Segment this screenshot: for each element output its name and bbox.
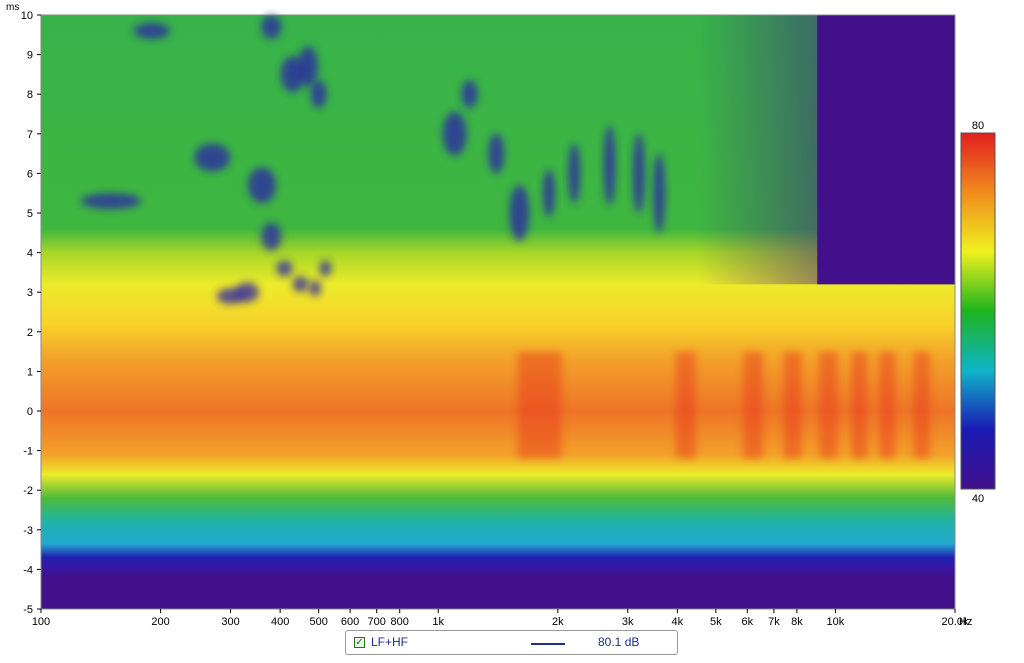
y-axis-unit: ms — [6, 2, 19, 13]
y-tick-label: 2 — [27, 327, 33, 339]
ripple-17 — [488, 133, 505, 174]
x-tick-label: 500 — [309, 616, 327, 628]
series-visibility-checkbox[interactable]: ✓ — [354, 637, 365, 648]
ripple-22 — [632, 133, 645, 214]
ripple-5 — [247, 167, 276, 204]
x-tick-label: 8k — [791, 616, 803, 628]
ripple-23 — [653, 153, 666, 234]
ripple-15 — [442, 111, 467, 156]
y-tick-label: -5 — [23, 604, 33, 616]
y-tick-label: 0 — [27, 406, 33, 418]
x-tick-label: 5k — [710, 616, 722, 628]
x-tick-label: 400 — [271, 616, 289, 628]
colorbar-min-label: 40 — [972, 493, 984, 505]
y-tick-label: 1 — [27, 366, 33, 378]
colorbar-max-label: 80 — [972, 120, 984, 132]
hot-streak-3 — [783, 351, 802, 459]
y-tick-label: -1 — [23, 446, 33, 458]
ripple-7 — [261, 14, 282, 39]
hot-streak-4 — [819, 351, 838, 459]
x-tick-label: 2k — [552, 616, 564, 628]
y-tick-label: 9 — [27, 50, 33, 62]
x-tick-label: 6k — [741, 616, 753, 628]
y-tick-label: 10 — [21, 10, 33, 22]
x-tick-label: 200 — [151, 616, 169, 628]
ripple-19 — [542, 169, 555, 218]
hot-streak-7 — [913, 351, 930, 459]
x-tick-label: 600 — [341, 616, 359, 628]
hf-floor-region — [817, 15, 955, 285]
y-tick-label: 3 — [27, 287, 33, 299]
x-tick-label: 100 — [32, 616, 50, 628]
ripple-21 — [603, 125, 616, 206]
y-tick-label: 5 — [27, 208, 33, 220]
hot-streak-0 — [517, 351, 562, 459]
y-tick-label: -4 — [23, 564, 33, 576]
y-tick-label: 8 — [27, 89, 33, 101]
y-tick-label: 7 — [27, 129, 33, 141]
ripple-18 — [509, 185, 530, 241]
ripple-1 — [80, 193, 141, 210]
hot-streak-5 — [851, 351, 868, 459]
x-tick-label: 800 — [391, 616, 409, 628]
x-tick-label: 10k — [827, 616, 845, 628]
hot-streak-2 — [742, 351, 763, 459]
x-tick-label: 300 — [221, 616, 239, 628]
x-tick-label: 1k — [432, 616, 444, 628]
x-tick-label: 4k — [672, 616, 684, 628]
ripple-20 — [568, 143, 581, 204]
ripple-10 — [310, 80, 327, 109]
ripple-0 — [133, 22, 170, 39]
ripple-14 — [319, 260, 332, 277]
x-tick-label: 20.0k — [942, 616, 969, 628]
plot-frame — [40, 14, 956, 610]
legend: ✓ LF+HF 80.1 dB — [345, 630, 678, 655]
x-tick-label: 7k — [768, 616, 780, 628]
legend-series-name: LF+HF — [371, 635, 409, 649]
colorbar — [960, 132, 996, 490]
x-axis-unit: Hz — [959, 616, 972, 628]
ripple-13 — [309, 280, 322, 297]
x-tick-label: 700 — [368, 616, 386, 628]
ripple-12 — [292, 276, 309, 293]
ripple-9 — [297, 46, 318, 87]
ripple-2 — [194, 143, 231, 172]
y-tick-label: -2 — [23, 485, 33, 497]
hot-streak-6 — [879, 351, 896, 459]
x-tick-label: 3k — [622, 616, 634, 628]
ripple-4 — [234, 282, 259, 303]
legend-series-value: 80.1 dB — [598, 635, 640, 649]
y-tick-label: -3 — [23, 525, 33, 537]
ripple-6 — [261, 222, 282, 251]
y-tick-label: 6 — [27, 168, 33, 180]
legend-series-line — [531, 643, 565, 645]
ripple-11 — [276, 260, 293, 277]
ripple-16 — [461, 80, 478, 109]
y-tick-label: 4 — [27, 248, 33, 260]
hot-streak-1 — [675, 351, 696, 459]
